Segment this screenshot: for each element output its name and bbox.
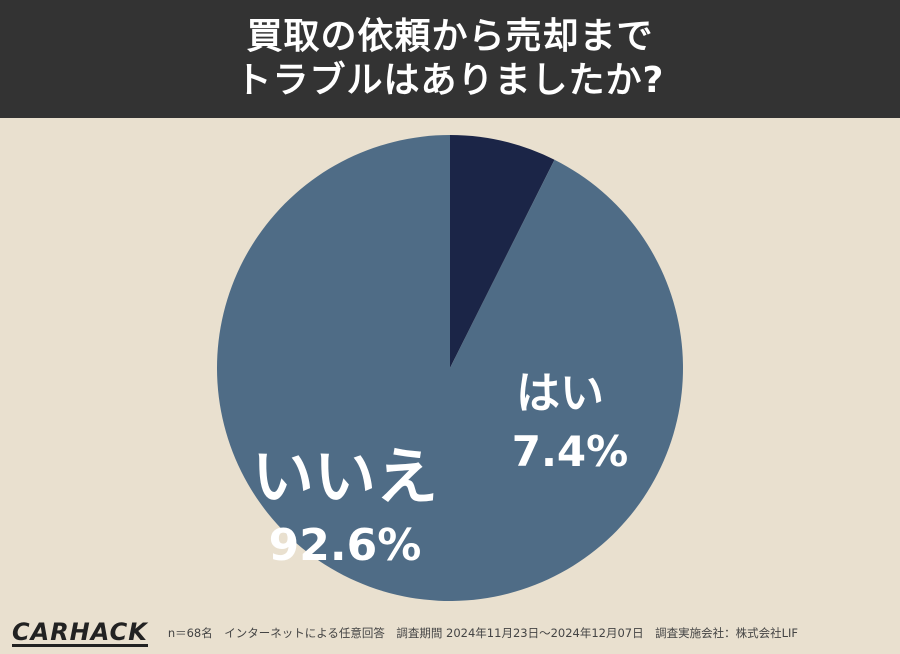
title-line-1: 買取の依頼から売却まで	[246, 16, 654, 57]
title-line-2: トラブルはありましたか?	[235, 60, 665, 101]
slice-label-yes: はい	[516, 368, 604, 419]
slice-label-no: いいえ	[252, 440, 438, 513]
slice-value-no: 92.6%	[269, 520, 422, 571]
slice-value-yes: 7.4%	[512, 427, 628, 476]
pie-slices	[216, 135, 683, 601]
title-banner: 買取の依頼から売却まで トラブルはありましたか?	[0, 0, 900, 118]
pie-slice-no	[216, 135, 683, 601]
footer: CARHACK n＝68名 インターネットによる任意回答 調査期間 2024年1…	[0, 612, 900, 654]
survey-footnote: n＝68名 インターネットによる任意回答 調査期間 2024年11月23日～20…	[167, 626, 799, 640]
pie-slice-yes	[450, 135, 555, 368]
pie-chart: はい 7.4% いいえ 92.6%	[216, 135, 683, 601]
carhack-logo: CARHACK	[12, 617, 148, 647]
